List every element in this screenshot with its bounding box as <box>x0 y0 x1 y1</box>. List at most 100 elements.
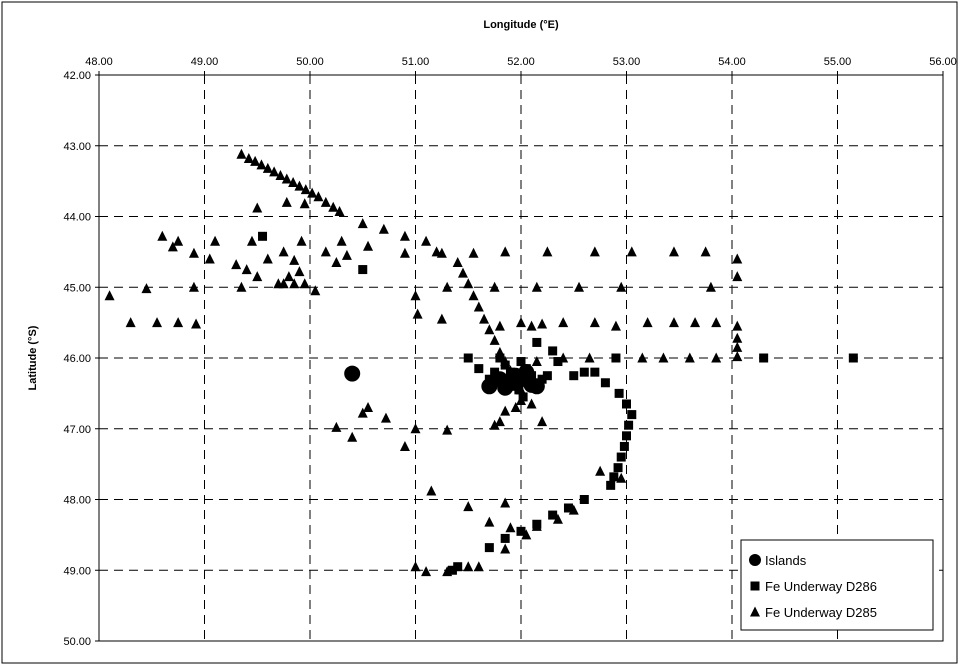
triangle-data-point <box>558 317 569 328</box>
y-tick-label: 42.00 <box>63 70 91 82</box>
triangle-data-point <box>252 202 263 213</box>
triangle-data-point <box>436 313 447 324</box>
series-circle <box>344 364 545 396</box>
square-data-point <box>514 385 524 395</box>
triangle-data-point <box>510 402 521 413</box>
triangle-data-point <box>320 196 331 207</box>
triangle-data-point <box>157 230 168 241</box>
triangle-data-point <box>141 283 152 294</box>
triangle-data-point <box>236 148 247 159</box>
triangle-data-point <box>473 561 484 572</box>
triangle-data-point <box>637 352 648 363</box>
triangle-data-point <box>262 253 273 264</box>
circle-data-point <box>528 378 545 395</box>
square-data-point <box>624 420 634 430</box>
triangle-data-point <box>410 561 421 572</box>
y-tick-label: 45.00 <box>63 282 91 294</box>
square-data-point <box>532 337 542 347</box>
triangle-data-point <box>167 241 178 252</box>
square-data-point <box>622 399 631 409</box>
square-data-point <box>622 431 631 441</box>
triangle-data-point <box>347 431 358 442</box>
triangle-data-point <box>589 246 600 257</box>
triangle-data-point <box>732 253 743 264</box>
legend-box <box>740 539 934 631</box>
triangle-data-point <box>300 184 311 195</box>
triangle-data-point <box>399 440 410 451</box>
triangle-data-point <box>299 278 310 289</box>
triangle-data-point <box>188 247 199 258</box>
triangle-data-point <box>104 290 115 301</box>
y-axis-title: Latitude (°S) <box>27 325 39 390</box>
triangle-data-point <box>658 352 669 363</box>
triangle-data-point <box>328 201 339 212</box>
square-data-point <box>579 495 589 504</box>
triangle-data-point <box>380 412 391 423</box>
triangle-data-point <box>281 173 292 184</box>
triangle-data-point <box>705 281 716 292</box>
legend-circle-marker <box>749 554 761 566</box>
triangle-data-point <box>421 235 432 246</box>
triangle-data-point <box>473 301 484 312</box>
triangle-data-point <box>500 246 511 257</box>
x-tick-label: 56.00 <box>929 56 957 68</box>
triangle-data-point <box>410 423 421 434</box>
legend-label: Fe Underway D286 <box>765 579 877 594</box>
legend-item: Islands <box>749 553 807 568</box>
triangle-data-point <box>363 240 374 251</box>
triangle-data-point <box>262 162 273 173</box>
triangle-data-point <box>357 218 368 229</box>
triangle-data-point <box>294 266 305 277</box>
triangle-data-point <box>250 155 261 166</box>
square-data-point <box>553 357 563 367</box>
y-tick-label: 47.00 <box>63 424 91 436</box>
triangle-data-point <box>204 253 215 264</box>
triangle-data-point <box>288 177 299 188</box>
x-tick-label: 49.00 <box>191 56 219 68</box>
square-data-point <box>548 510 558 520</box>
square-data-point <box>616 452 626 462</box>
square-data-point <box>848 353 858 363</box>
triangle-data-point <box>334 206 345 217</box>
triangle-data-point <box>341 249 352 260</box>
square-data-point <box>627 410 637 420</box>
square-data-point <box>358 265 368 275</box>
triangle-data-point <box>278 246 289 257</box>
triangle-data-point <box>516 317 526 328</box>
triangle-data-point <box>500 405 511 416</box>
triangle-data-point <box>463 278 474 289</box>
circle-data-point <box>344 365 361 382</box>
triangle-data-point <box>537 318 548 329</box>
triangle-data-point <box>210 235 221 246</box>
square-data-point <box>600 378 610 388</box>
square-data-point <box>516 526 526 536</box>
square-data-point <box>537 374 547 384</box>
square-data-point <box>474 364 484 374</box>
x-tick-label: 54.00 <box>718 56 746 68</box>
square-data-point <box>518 392 528 402</box>
triangle-data-point <box>489 419 500 430</box>
triangle-data-point <box>269 166 280 177</box>
square-data-point <box>484 543 494 553</box>
triangle-data-point <box>412 308 423 319</box>
triangle-data-point <box>700 246 711 257</box>
square-data-point <box>759 353 769 363</box>
triangle-data-point <box>125 317 136 328</box>
square-data-point <box>542 371 552 381</box>
y-tick-label: 48.00 <box>63 495 91 507</box>
triangle-data-point <box>732 351 743 362</box>
x-tick-label: 48.00 <box>85 56 113 68</box>
square-data-point <box>548 346 558 356</box>
x-tick-label: 52.00 <box>507 56 535 68</box>
triangle-data-point <box>457 267 468 278</box>
triangle-data-point <box>243 152 254 163</box>
triangle-data-point <box>494 320 505 331</box>
circle-data-point <box>518 364 535 381</box>
triangle-data-point <box>584 352 595 363</box>
triangle-data-point <box>463 561 474 572</box>
triangle-data-point <box>616 472 627 483</box>
triangle-data-point <box>690 317 701 328</box>
triangle-data-point <box>500 543 511 554</box>
